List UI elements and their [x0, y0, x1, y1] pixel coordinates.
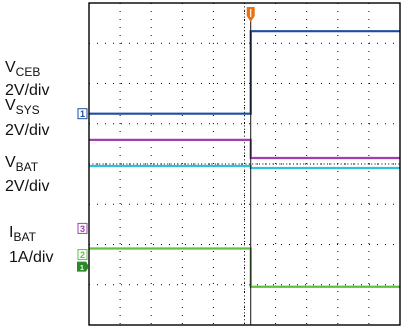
channel-markers: 1 3 2 1 — [77, 7, 255, 272]
graticule — [89, 3, 400, 325]
svg-text:1: 1 — [80, 265, 84, 272]
plot-frame — [88, 2, 401, 326]
channel-label-vceb: VCEB 2V/div — [5, 59, 49, 99]
scale-label-vbat: 2V/div — [5, 178, 49, 195]
svg-text:VSYS: VSYS — [5, 97, 40, 117]
marker-ground: 1 — [77, 261, 89, 272]
svg-text:VCEB: VCEB — [5, 59, 40, 79]
channel-label-vbat: VBAT 2V/div — [5, 154, 49, 195]
channel-label-ibat: IBAT 1A/div — [9, 224, 53, 266]
svg-text:2: 2 — [80, 250, 85, 260]
marker-ch3: 3 — [77, 222, 88, 234]
marker-ch2: 2 — [77, 249, 88, 261]
channel-label-vsys: VSYS 2V/div — [5, 97, 49, 139]
scale-label-vceb: 2V/div — [5, 82, 49, 99]
scale-label-vsys: 2V/div — [5, 122, 49, 139]
scale-label-ibat: 1A/div — [9, 249, 53, 266]
marker-ch1: 1 — [77, 108, 88, 120]
traces — [89, 11, 400, 325]
svg-text:VBAT: VBAT — [5, 154, 39, 174]
svg-text:IBAT: IBAT — [9, 224, 37, 244]
trace-vbat — [89, 164, 400, 170]
svg-text:1: 1 — [80, 109, 85, 119]
trigger-marker — [246, 7, 255, 22]
svg-text:3: 3 — [80, 224, 85, 234]
